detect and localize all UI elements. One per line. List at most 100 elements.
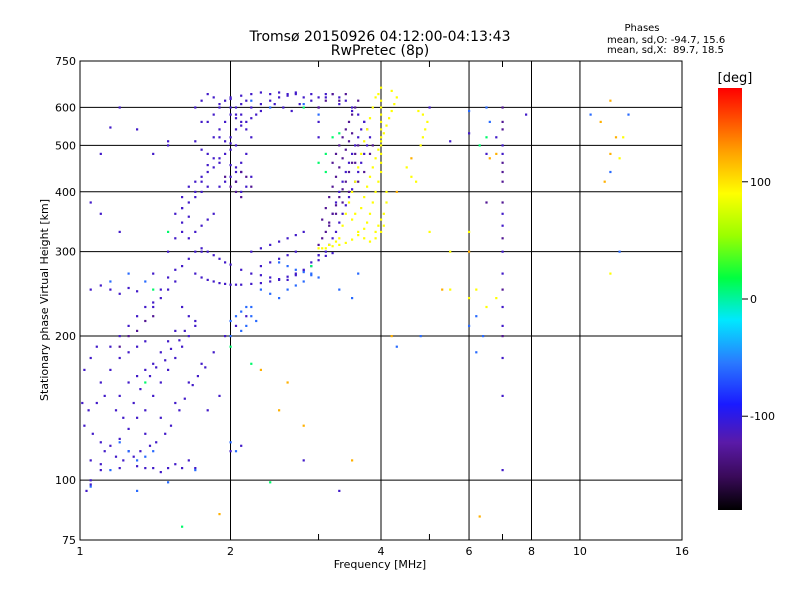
data-point bbox=[148, 375, 152, 378]
data-point bbox=[250, 106, 253, 109]
data-point bbox=[331, 237, 334, 240]
data-point bbox=[122, 459, 125, 462]
x-tick-label: 8 bbox=[528, 545, 535, 558]
data-point bbox=[363, 170, 366, 174]
data-point bbox=[118, 437, 121, 440]
data-point bbox=[200, 276, 203, 279]
data-point bbox=[501, 305, 504, 309]
data-point bbox=[354, 180, 357, 183]
data-point bbox=[83, 424, 86, 427]
data-point bbox=[218, 103, 221, 106]
y-tick-label: 100 bbox=[55, 474, 76, 487]
data-point bbox=[351, 132, 354, 135]
data-point bbox=[99, 441, 102, 444]
data-point bbox=[344, 212, 347, 215]
data-point bbox=[136, 375, 139, 378]
x-tick-label: 4 bbox=[378, 545, 385, 558]
data-point bbox=[229, 142, 232, 145]
data-point bbox=[421, 113, 424, 116]
data-point bbox=[212, 136, 215, 139]
data-point bbox=[240, 190, 243, 193]
x-axis-ticks: 1 2 4 6 8 10 16 bbox=[77, 61, 689, 558]
data-point bbox=[136, 465, 139, 468]
data-point bbox=[609, 152, 612, 155]
data-point bbox=[218, 161, 221, 164]
data-point bbox=[250, 93, 253, 96]
data-point bbox=[341, 224, 344, 227]
data-point bbox=[485, 136, 488, 139]
data-point bbox=[118, 394, 121, 397]
chart-subtitle: RwPretec (8p) bbox=[331, 43, 429, 59]
data-point bbox=[357, 272, 360, 275]
data-point bbox=[380, 86, 383, 89]
data-point bbox=[136, 329, 139, 332]
data-point bbox=[89, 459, 92, 462]
data-point bbox=[174, 212, 177, 215]
data-point bbox=[357, 230, 360, 233]
data-point bbox=[609, 272, 612, 275]
data-point bbox=[234, 180, 238, 183]
data-point bbox=[114, 409, 118, 412]
data-point bbox=[278, 297, 281, 300]
data-point bbox=[178, 409, 181, 412]
data-point bbox=[302, 96, 305, 99]
data-point bbox=[206, 278, 209, 281]
data-point bbox=[194, 180, 197, 183]
data-point bbox=[286, 288, 289, 291]
data-point bbox=[103, 450, 106, 453]
data-point bbox=[334, 230, 338, 233]
data-point bbox=[234, 128, 238, 131]
data-point bbox=[89, 485, 92, 488]
data-point bbox=[218, 157, 221, 160]
phase-stats-x: mean, sd,X: 89.7, 18.5 bbox=[607, 45, 724, 56]
data-point bbox=[200, 148, 203, 151]
data-point bbox=[167, 467, 170, 470]
data-point bbox=[87, 409, 90, 412]
data-point bbox=[118, 106, 121, 109]
data-point bbox=[259, 103, 262, 106]
data-point bbox=[363, 196, 366, 199]
data-point bbox=[351, 459, 354, 462]
data-point bbox=[351, 297, 354, 300]
data-point bbox=[294, 93, 297, 96]
data-point bbox=[218, 282, 221, 285]
colorbar-label: [deg] bbox=[718, 71, 753, 86]
data-point bbox=[382, 224, 385, 227]
data-point bbox=[410, 175, 413, 178]
data-point bbox=[354, 144, 357, 147]
data-point bbox=[501, 250, 504, 253]
data-point bbox=[136, 489, 139, 492]
data-point bbox=[152, 301, 155, 304]
data-point bbox=[501, 469, 504, 472]
data-point bbox=[351, 113, 354, 116]
chart-title: Tromsø 20150926 04:12:00-04:13:43 bbox=[249, 29, 511, 45]
data-point bbox=[174, 280, 177, 283]
data-point bbox=[144, 409, 147, 412]
data-point bbox=[278, 240, 281, 243]
data-point bbox=[250, 362, 253, 365]
data-point bbox=[181, 196, 184, 199]
data-point bbox=[136, 459, 139, 462]
data-point bbox=[174, 463, 177, 466]
x-tick-label: 6 bbox=[466, 545, 473, 558]
data-point bbox=[245, 128, 248, 131]
data-point bbox=[109, 280, 112, 283]
data-point bbox=[357, 180, 360, 183]
data-point bbox=[144, 319, 147, 323]
data-point bbox=[424, 128, 427, 131]
data-point bbox=[357, 99, 360, 102]
data-point bbox=[109, 469, 112, 472]
data-point bbox=[482, 335, 485, 338]
x-tick-label: 2 bbox=[227, 545, 234, 558]
data-point bbox=[341, 180, 344, 183]
data-point bbox=[269, 243, 272, 246]
data-point bbox=[269, 99, 272, 102]
data-point bbox=[331, 93, 334, 96]
data-point bbox=[344, 170, 347, 174]
data-point bbox=[132, 455, 135, 458]
data-point bbox=[118, 467, 121, 470]
data-point bbox=[240, 124, 243, 127]
data-point bbox=[351, 218, 354, 221]
data-point bbox=[294, 284, 297, 287]
data-point bbox=[501, 394, 504, 397]
